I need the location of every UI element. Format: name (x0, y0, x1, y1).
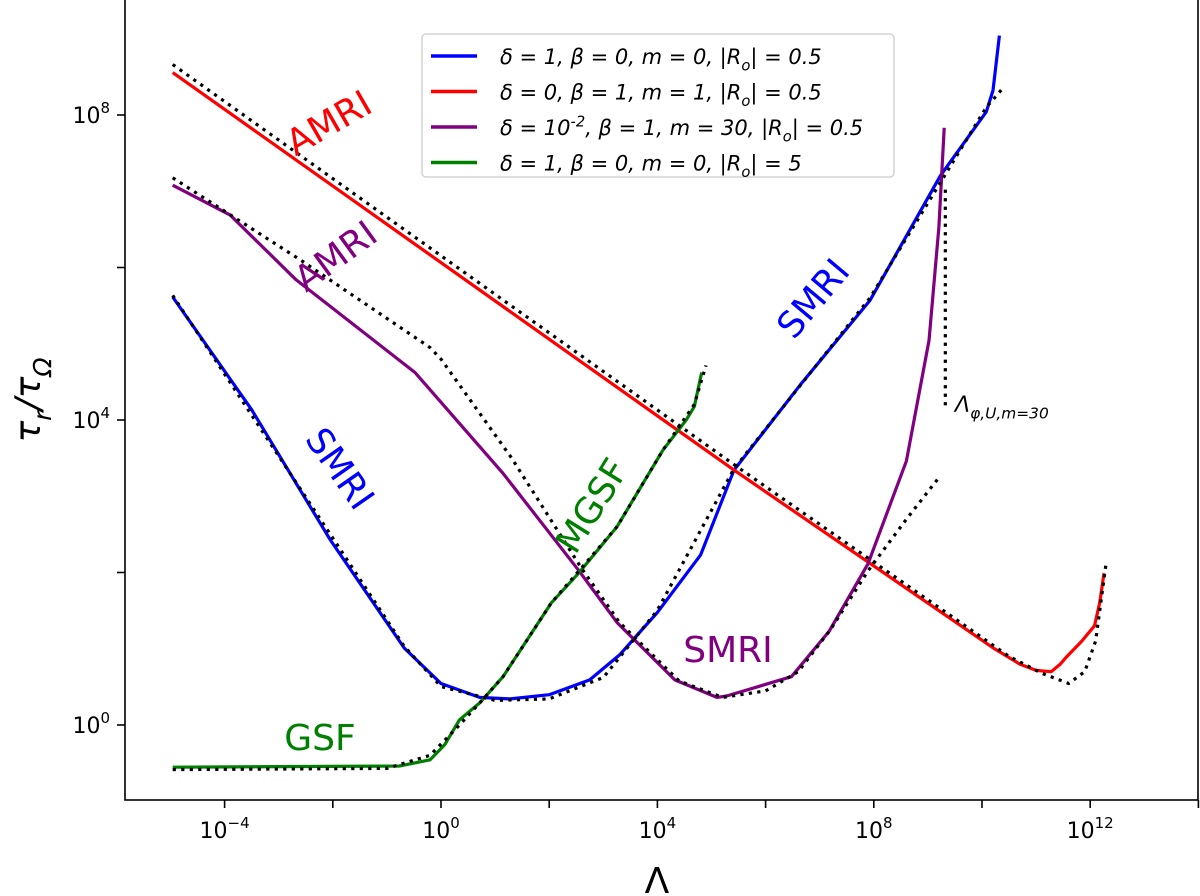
y-tick-label: 108 (72, 99, 110, 129)
y-tick-label: 104 (72, 404, 110, 434)
x-tick-label: 108 (855, 814, 893, 844)
asymptote-line-3 (172, 364, 708, 772)
x-axis: 10−4 100 104 108 1012 (200, 800, 1200, 844)
x-tick-label: 1012 (1067, 814, 1114, 844)
legend-box (421, 33, 895, 178)
y-axis-label: τr/τΩ (8, 357, 57, 442)
y-tick-label: 100 (72, 709, 110, 739)
legend-entry-2: δ = 10-2, β = 1, m = 30, |Ro| = 0.5 (500, 114, 863, 146)
annotation-smri-purple: SMRI (683, 630, 773, 671)
series-line-2 (171, 127, 946, 699)
axes: 10−4 100 104 108 1012 100 104 108 Λ τr/τΩ (8, 0, 1200, 896)
x-tick-label: 100 (422, 814, 460, 844)
annotation-amri-purple: AMRI (287, 213, 385, 300)
x-tick-label: 104 (639, 814, 677, 844)
asymptote-line-0 (171, 86, 1005, 703)
annotation-lambda-phi: Λφ,U,m=30 (953, 393, 1049, 423)
x-axis-label: Λ (645, 861, 670, 896)
legend-entry-3: δ = 1, β = 0, m = 0, |Ro| = 5 (500, 152, 802, 181)
y-axis: 100 104 108 (72, 99, 125, 739)
asymptote-line-2 (171, 176, 942, 700)
annotation-gsf: GSF (284, 718, 355, 759)
series-line-1 (171, 71, 1106, 674)
series-layer (171, 35, 1108, 772)
series-line-3 (172, 372, 704, 769)
plot-frame (124, 0, 1199, 801)
legend: δ = 1, β = 0, m = 0, |Ro| = 0.5 δ = 0, β … (421, 33, 895, 181)
legend-entry-0: δ = 1, β = 0, m = 0, |Ro| = 0.5 (500, 45, 822, 74)
annotation-mgsf: MGSF (548, 452, 637, 561)
legend-entry-1: δ = 0, β = 1, m = 1, |Ro| = 0.5 (500, 81, 822, 110)
x-tick-label: 10−4 (200, 814, 250, 844)
annotation-amri-red: AMRI (279, 83, 379, 164)
